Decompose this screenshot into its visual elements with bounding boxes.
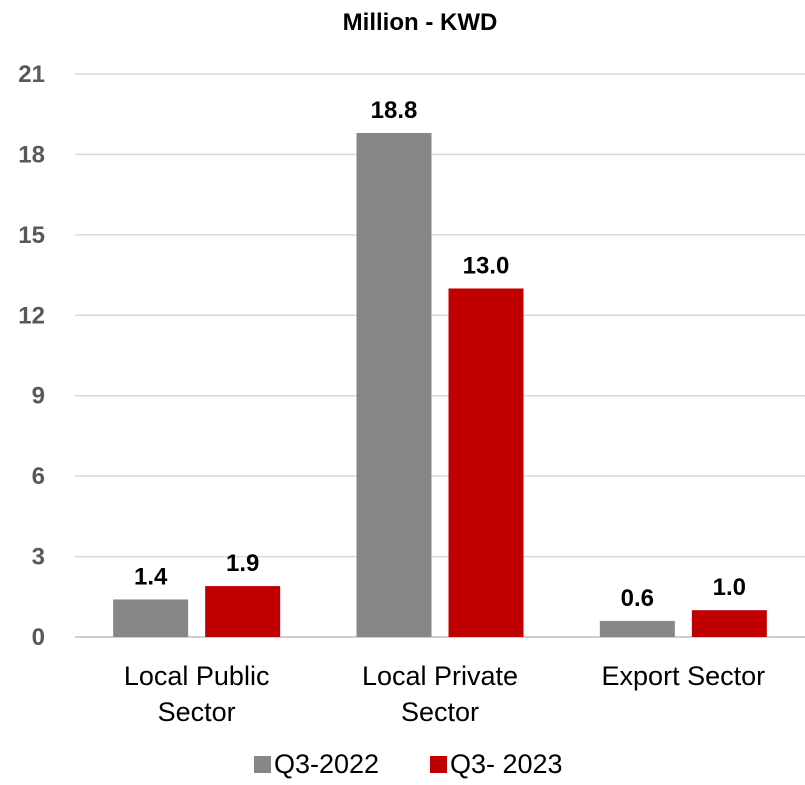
x-tick-label: Local Public xyxy=(124,661,270,691)
data-label: 1.0 xyxy=(713,574,746,601)
y-tick-label: 3 xyxy=(32,544,45,571)
x-tick-label: Export Sector xyxy=(602,661,766,691)
chart-title: Million - KWD xyxy=(343,9,498,36)
data-label: 18.8 xyxy=(371,97,418,124)
legend-label: Q3- 2023 xyxy=(450,749,563,779)
bar xyxy=(691,610,767,637)
y-tick-label: 12 xyxy=(18,302,45,329)
legend-swatch xyxy=(430,756,447,773)
y-tick-label: 18 xyxy=(18,141,45,168)
legend-swatch xyxy=(254,756,271,773)
bar xyxy=(205,586,281,637)
x-tick-label: Sector xyxy=(158,697,236,727)
bar xyxy=(448,288,524,637)
y-tick-label: 9 xyxy=(32,383,45,410)
y-tick-label: 6 xyxy=(32,463,45,490)
legend-label: Q3-2022 xyxy=(274,749,379,779)
data-label: 1.4 xyxy=(134,563,168,590)
y-tick-label: 0 xyxy=(32,624,45,651)
x-tick-label: Local Private xyxy=(362,661,518,691)
y-tick-label: 21 xyxy=(18,61,45,88)
data-label: 13.0 xyxy=(463,252,510,279)
data-label: 0.6 xyxy=(621,585,654,612)
bar xyxy=(599,620,675,637)
y-tick-label: 15 xyxy=(18,222,45,249)
bar xyxy=(356,132,432,637)
data-label: 1.9 xyxy=(226,550,259,577)
bar xyxy=(113,599,189,637)
x-tick-label: Sector xyxy=(401,697,479,727)
